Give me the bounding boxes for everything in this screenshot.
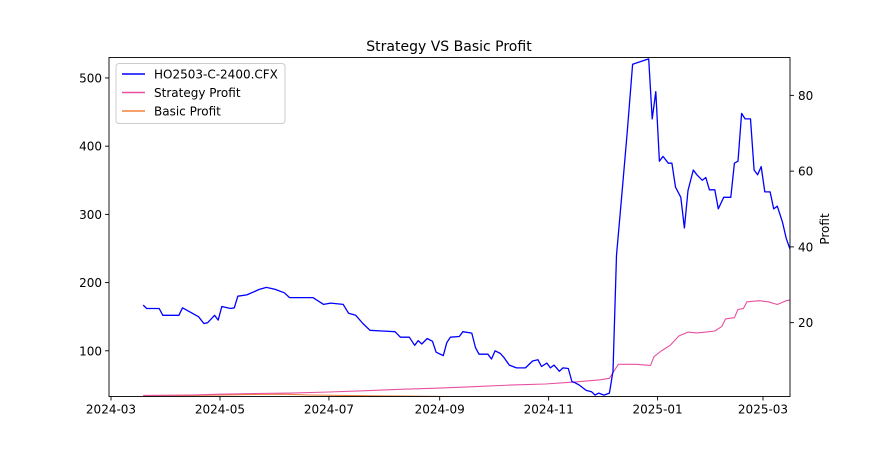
legend-label: Basic Profit [154,105,221,119]
y-left-tick-label: 100 [79,344,102,358]
x-tick-label: 2025-01 [633,403,683,417]
x-axis: 2024-03 2024-05 2024-07 2024-09 2024-11 2025-… [86,396,788,417]
y-left-tick-label: 500 [79,71,102,85]
chart-title: Strategy VS Basic Profit [366,39,532,55]
y-axis-left: 100 200 300 400 500 [79,71,109,358]
plot-frame [108,57,791,397]
x-tick-label: 2024-05 [195,403,245,417]
legend-box [115,63,286,124]
x-tick-label: 2025-03 [738,403,788,417]
y-right-tick-label: 40 [798,240,813,254]
series-line-ho2503-c-2400-cfx [142,58,790,396]
x-tick-label: 2024-07 [304,403,354,417]
y-left-tick-label: 200 [79,276,102,290]
series-line-basic-profit [143,393,548,397]
series-layer [142,58,790,397]
x-tick-label: 2024-03 [86,403,136,417]
legend-label: HO2503-C-2400.CFX [154,68,278,82]
x-tick-label: 2024-09 [415,403,465,417]
x-tick-label: 2024-11 [524,403,574,417]
y-axis-right: 20 40 60 80 [790,89,813,330]
y-left-tick-label: 300 [79,208,102,222]
y-left-tick-label: 400 [79,140,102,154]
legend-label: Strategy Profit [154,86,241,100]
y-right-tick-label: 60 [798,165,813,179]
legend: HO2503-C-2400.CFX Strategy Profit Basic Pr… [115,63,286,124]
y-axis-right-label: Profit [818,213,832,245]
series-line-strategy-profit [143,299,790,396]
y-right-tick-label: 20 [798,316,813,330]
y-right-tick-label: 80 [798,89,813,103]
